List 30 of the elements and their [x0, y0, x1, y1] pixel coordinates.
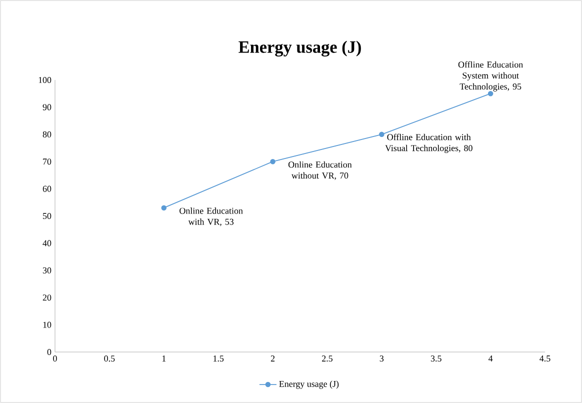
point [270, 158, 276, 164]
annotation: Online Education with VR, 53 [180, 208, 243, 226]
annotation: Offline Education System without Technologies, 95 [458, 61, 523, 92]
x-tick-label: 3.5 [430, 356, 442, 362]
y-tick-label: 50 [43, 212, 52, 220]
legend-label: Energy usage (J) [279, 380, 339, 389]
y-tick-label: 30 [42, 267, 52, 274]
y-tick-label: 60 [42, 186, 52, 192]
x-tick-label: 3 [380, 356, 384, 362]
x-tick-label: 1.5 [214, 356, 224, 362]
annotation: Online Education without VR, 70 [288, 161, 352, 180]
y-tick-label: 70 [43, 158, 52, 165]
x-tick-label: 4 [488, 356, 493, 362]
x-tick-label: 2 [270, 356, 275, 362]
y-tick-label: 40 [42, 240, 52, 246]
x-tick-label: 2.5 [322, 356, 332, 362]
chart-title: Energy usage (J) [238, 40, 361, 56]
y-tick-label: 20 [42, 294, 52, 301]
point [379, 132, 384, 138]
y-tick-label: 100 [38, 76, 52, 84]
x-tick-label: 0 [53, 356, 57, 362]
y-tick-label: 90 [42, 104, 52, 110]
y-tick-label: 80 [42, 131, 52, 138]
y-tick-label: 0 [47, 348, 52, 356]
x-tick-label: 4.5 [540, 356, 550, 362]
annotation: Offline Education with Visual Technologies, 80 [385, 134, 472, 154]
point [161, 205, 167, 210]
x-tick-label: 1 [162, 356, 166, 362]
y-tick-label: 10 [43, 322, 52, 328]
x-tick-label: 0.5 [104, 356, 115, 362]
